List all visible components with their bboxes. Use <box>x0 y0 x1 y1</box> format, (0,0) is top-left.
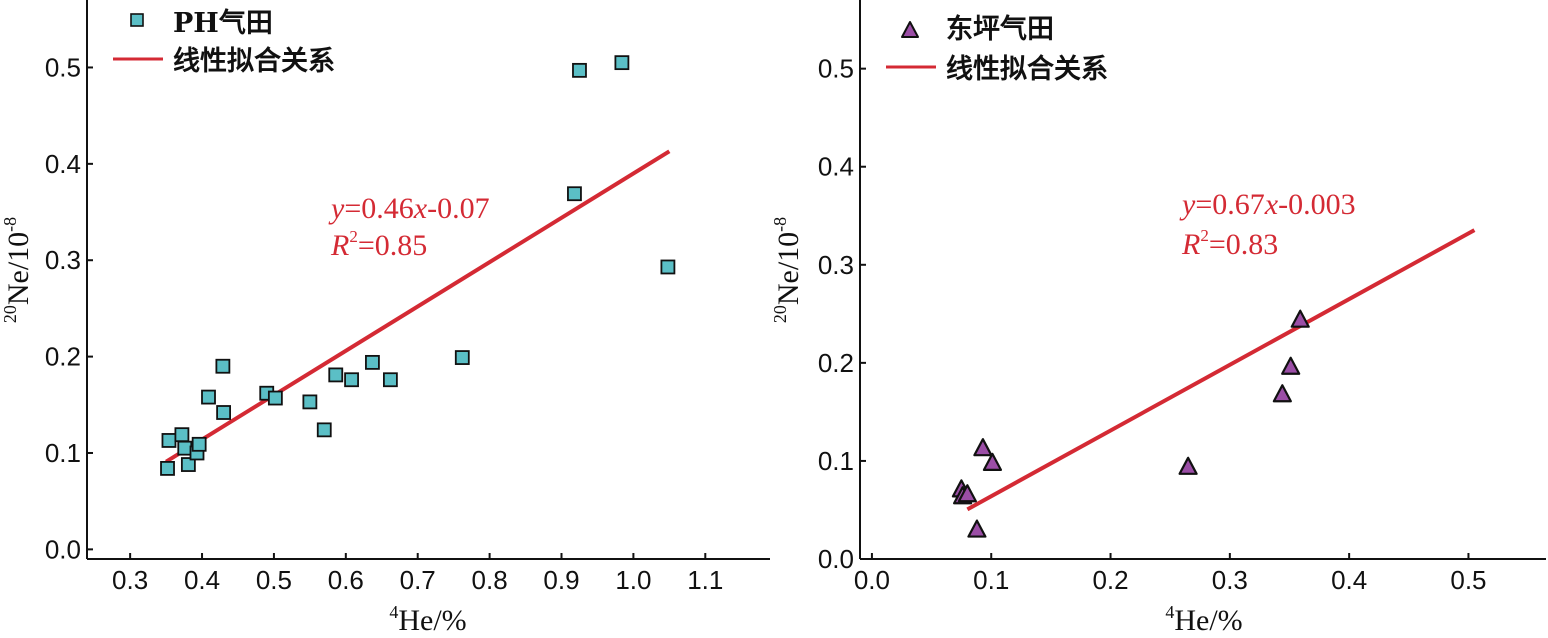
ph-gas-field-chart: 0.3 0.4 0.5 0.6 0.7 0.8 0.9 1.0 1.1 0.0 0.1 0.2 0.3 0… <box>0 0 770 637</box>
x-axis-title: 4He/% <box>1165 602 1242 637</box>
x-tick-label: 1.0 <box>615 565 651 595</box>
data-point <box>614 55 630 71</box>
data-point <box>160 461 175 476</box>
y-tick-label: 0.5 <box>45 52 81 82</box>
y-tick-label: 0.1 <box>45 438 81 468</box>
data-point <box>174 427 190 443</box>
data-point <box>328 367 344 383</box>
x-axis-title: 4He/% <box>389 602 466 637</box>
x-tick-label: 0.4 <box>184 565 220 595</box>
data-point <box>957 484 977 503</box>
fit-r-squared: R2=0.83 <box>1181 226 1278 261</box>
data-point <box>215 358 231 374</box>
fit-line <box>165 149 671 464</box>
x-tick-label: 0.3 <box>1212 565 1248 595</box>
data-point <box>191 436 207 452</box>
x-tick-label: 0.8 <box>472 565 508 595</box>
data-point <box>1281 356 1301 375</box>
x-tick-label: 0.1 <box>973 565 1009 595</box>
x-tick-label: 0.2 <box>1092 565 1128 595</box>
data-point <box>382 372 398 388</box>
y-tick-label: 0.2 <box>818 348 854 378</box>
y-axis-title: 20Ne/10-8 <box>774 217 805 323</box>
y-tick-label: 0.0 <box>45 534 81 564</box>
fit-equation: y=0.46x-0.07 <box>328 192 490 225</box>
data-point <box>201 389 216 405</box>
x-tick-label: 1.1 <box>687 565 723 595</box>
y-tick-label: 0.5 <box>818 54 854 84</box>
dongping-gas-field-chart: 0.0 0.1 0.2 0.3 0.4 0.5 0.0 0.1 0.2 0.3 0.4 0.5 东坪气田… <box>774 0 1546 637</box>
data-point <box>1178 456 1198 475</box>
fit-line <box>966 228 1476 512</box>
x-tick-label: 0.5 <box>1450 565 1486 595</box>
y-tick-label: 0.3 <box>818 250 854 280</box>
right-chart-panel: 0.0 0.1 0.2 0.3 0.4 0.5 0.0 0.1 0.2 0.3 0.4 0.5 东坪气田… <box>774 0 1548 638</box>
x-tick-label: 0.6 <box>328 565 364 595</box>
data-point <box>1290 309 1310 328</box>
data-point <box>302 394 318 410</box>
data-point <box>982 452 1003 471</box>
data-point <box>216 405 232 420</box>
legend-fit-label: 线性拟合关系 <box>946 53 1108 85</box>
data-point <box>161 433 177 448</box>
x-tick-label: 0.3 <box>112 565 148 595</box>
y-tick-label: 0.3 <box>45 245 81 275</box>
data-point <box>567 186 582 202</box>
x-tick-label: 0.5 <box>256 565 292 595</box>
data-point <box>177 440 193 456</box>
legend-fit-label: 线性拟合关系 <box>173 45 335 77</box>
legend-series-label: 东坪气田 <box>946 13 1054 45</box>
y-tick-label: 0.1 <box>818 446 854 476</box>
x-tick-label: 0.7 <box>400 565 436 595</box>
x-tick-label: 0.4 <box>1331 565 1367 595</box>
legend-marker <box>130 13 144 27</box>
fit-equation: y=0.67x-0.003 <box>1179 188 1356 221</box>
y-axis-title: 20Ne/10-8 <box>0 217 35 323</box>
data-point <box>267 390 283 406</box>
data-point <box>1272 384 1292 403</box>
data-point <box>180 457 196 472</box>
fit-r-squared: R2=0.85 <box>330 227 427 262</box>
left-chart-panel: 0.3 0.4 0.5 0.6 0.7 0.8 0.9 1.0 1.1 0.0 0.1 0.2 0.3 0… <box>0 0 770 637</box>
x-tick-label: 0.0 <box>854 565 890 595</box>
data-point <box>365 354 380 370</box>
data-point <box>572 62 587 78</box>
data-point <box>454 350 470 365</box>
y-tick-label: 0.0 <box>818 544 854 574</box>
legend-marker <box>901 21 919 38</box>
x-tick-label: 0.9 <box>543 565 579 595</box>
data-point <box>973 438 993 457</box>
data-point <box>660 259 676 275</box>
y-tick-label: 0.4 <box>818 152 854 182</box>
data-point <box>316 422 332 438</box>
data-point <box>344 372 359 388</box>
legend-series-label: PH气田 <box>173 8 273 39</box>
y-tick-label: 0.4 <box>45 149 81 179</box>
data-point <box>967 519 987 538</box>
y-tick-label: 0.2 <box>45 342 81 372</box>
